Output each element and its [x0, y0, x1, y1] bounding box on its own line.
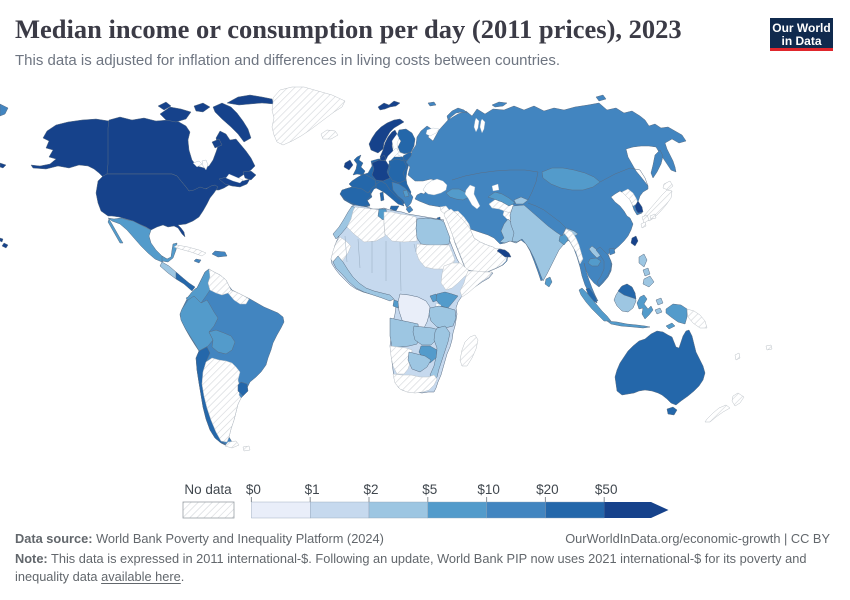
svg-text:$0: $0	[246, 482, 261, 497]
svg-text:No data: No data	[184, 482, 232, 497]
svg-text:$10: $10	[477, 482, 500, 497]
svg-text:$1: $1	[305, 482, 320, 497]
svg-text:$5: $5	[422, 482, 437, 497]
svg-text:$50: $50	[595, 482, 618, 497]
svg-text:$2: $2	[363, 482, 378, 497]
svg-text:$20: $20	[536, 482, 559, 497]
